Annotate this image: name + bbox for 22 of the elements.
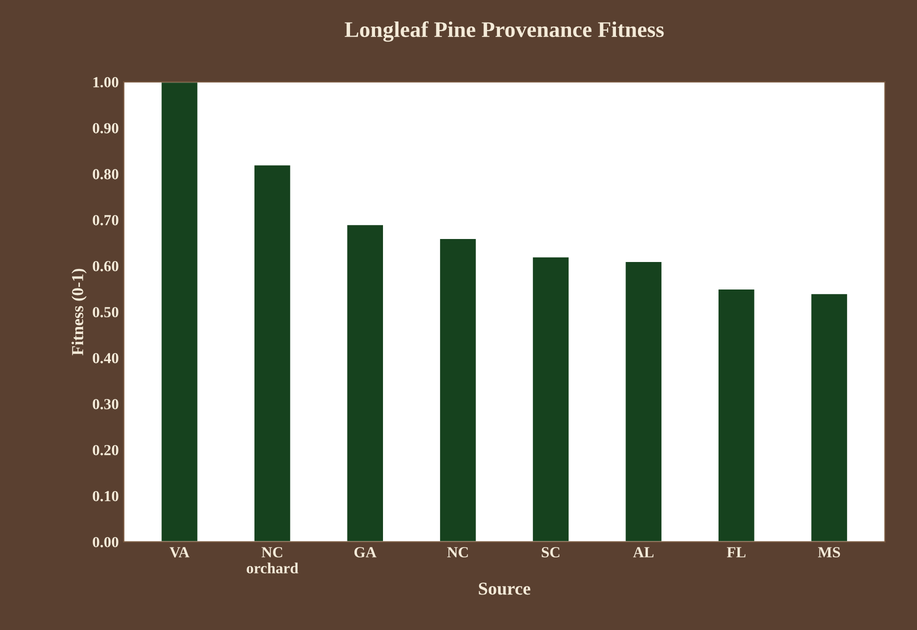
y-tick-label: 0.80 (92, 169, 118, 180)
x-tick-label: MS (818, 547, 840, 558)
x-axis-title: Source (478, 582, 530, 595)
x-tick-label: GA (354, 547, 376, 558)
y-tick-label: 1.00 (93, 77, 118, 88)
y-tick-label: 0.50 (92, 306, 118, 318)
x-tick-label: NC orchard (246, 547, 298, 574)
y-tick-label: 0.20 (92, 444, 118, 456)
y-tick-label: 0.30 (92, 398, 118, 410)
x-tick-label: NC (447, 547, 468, 558)
chart-title: Longleaf Pine Provenance Fitness (344, 21, 664, 42)
x-tick-label: SC (542, 547, 560, 558)
y-axis-title: Fitness (0-1) (72, 268, 87, 356)
x-tick-label: AL (633, 547, 654, 558)
y-tick-label: 0.90 (92, 123, 118, 134)
x-tick-label: VA (170, 547, 190, 558)
y-tick-label: 0.40 (92, 352, 118, 364)
y-tick-label: 0.10 (92, 490, 118, 502)
y-tick-label: 0.00 (92, 536, 118, 548)
y-tick-label: 0.60 (92, 261, 118, 272)
y-tick-label: 0.70 (92, 215, 118, 226)
x-tick-label: FL (726, 547, 746, 558)
